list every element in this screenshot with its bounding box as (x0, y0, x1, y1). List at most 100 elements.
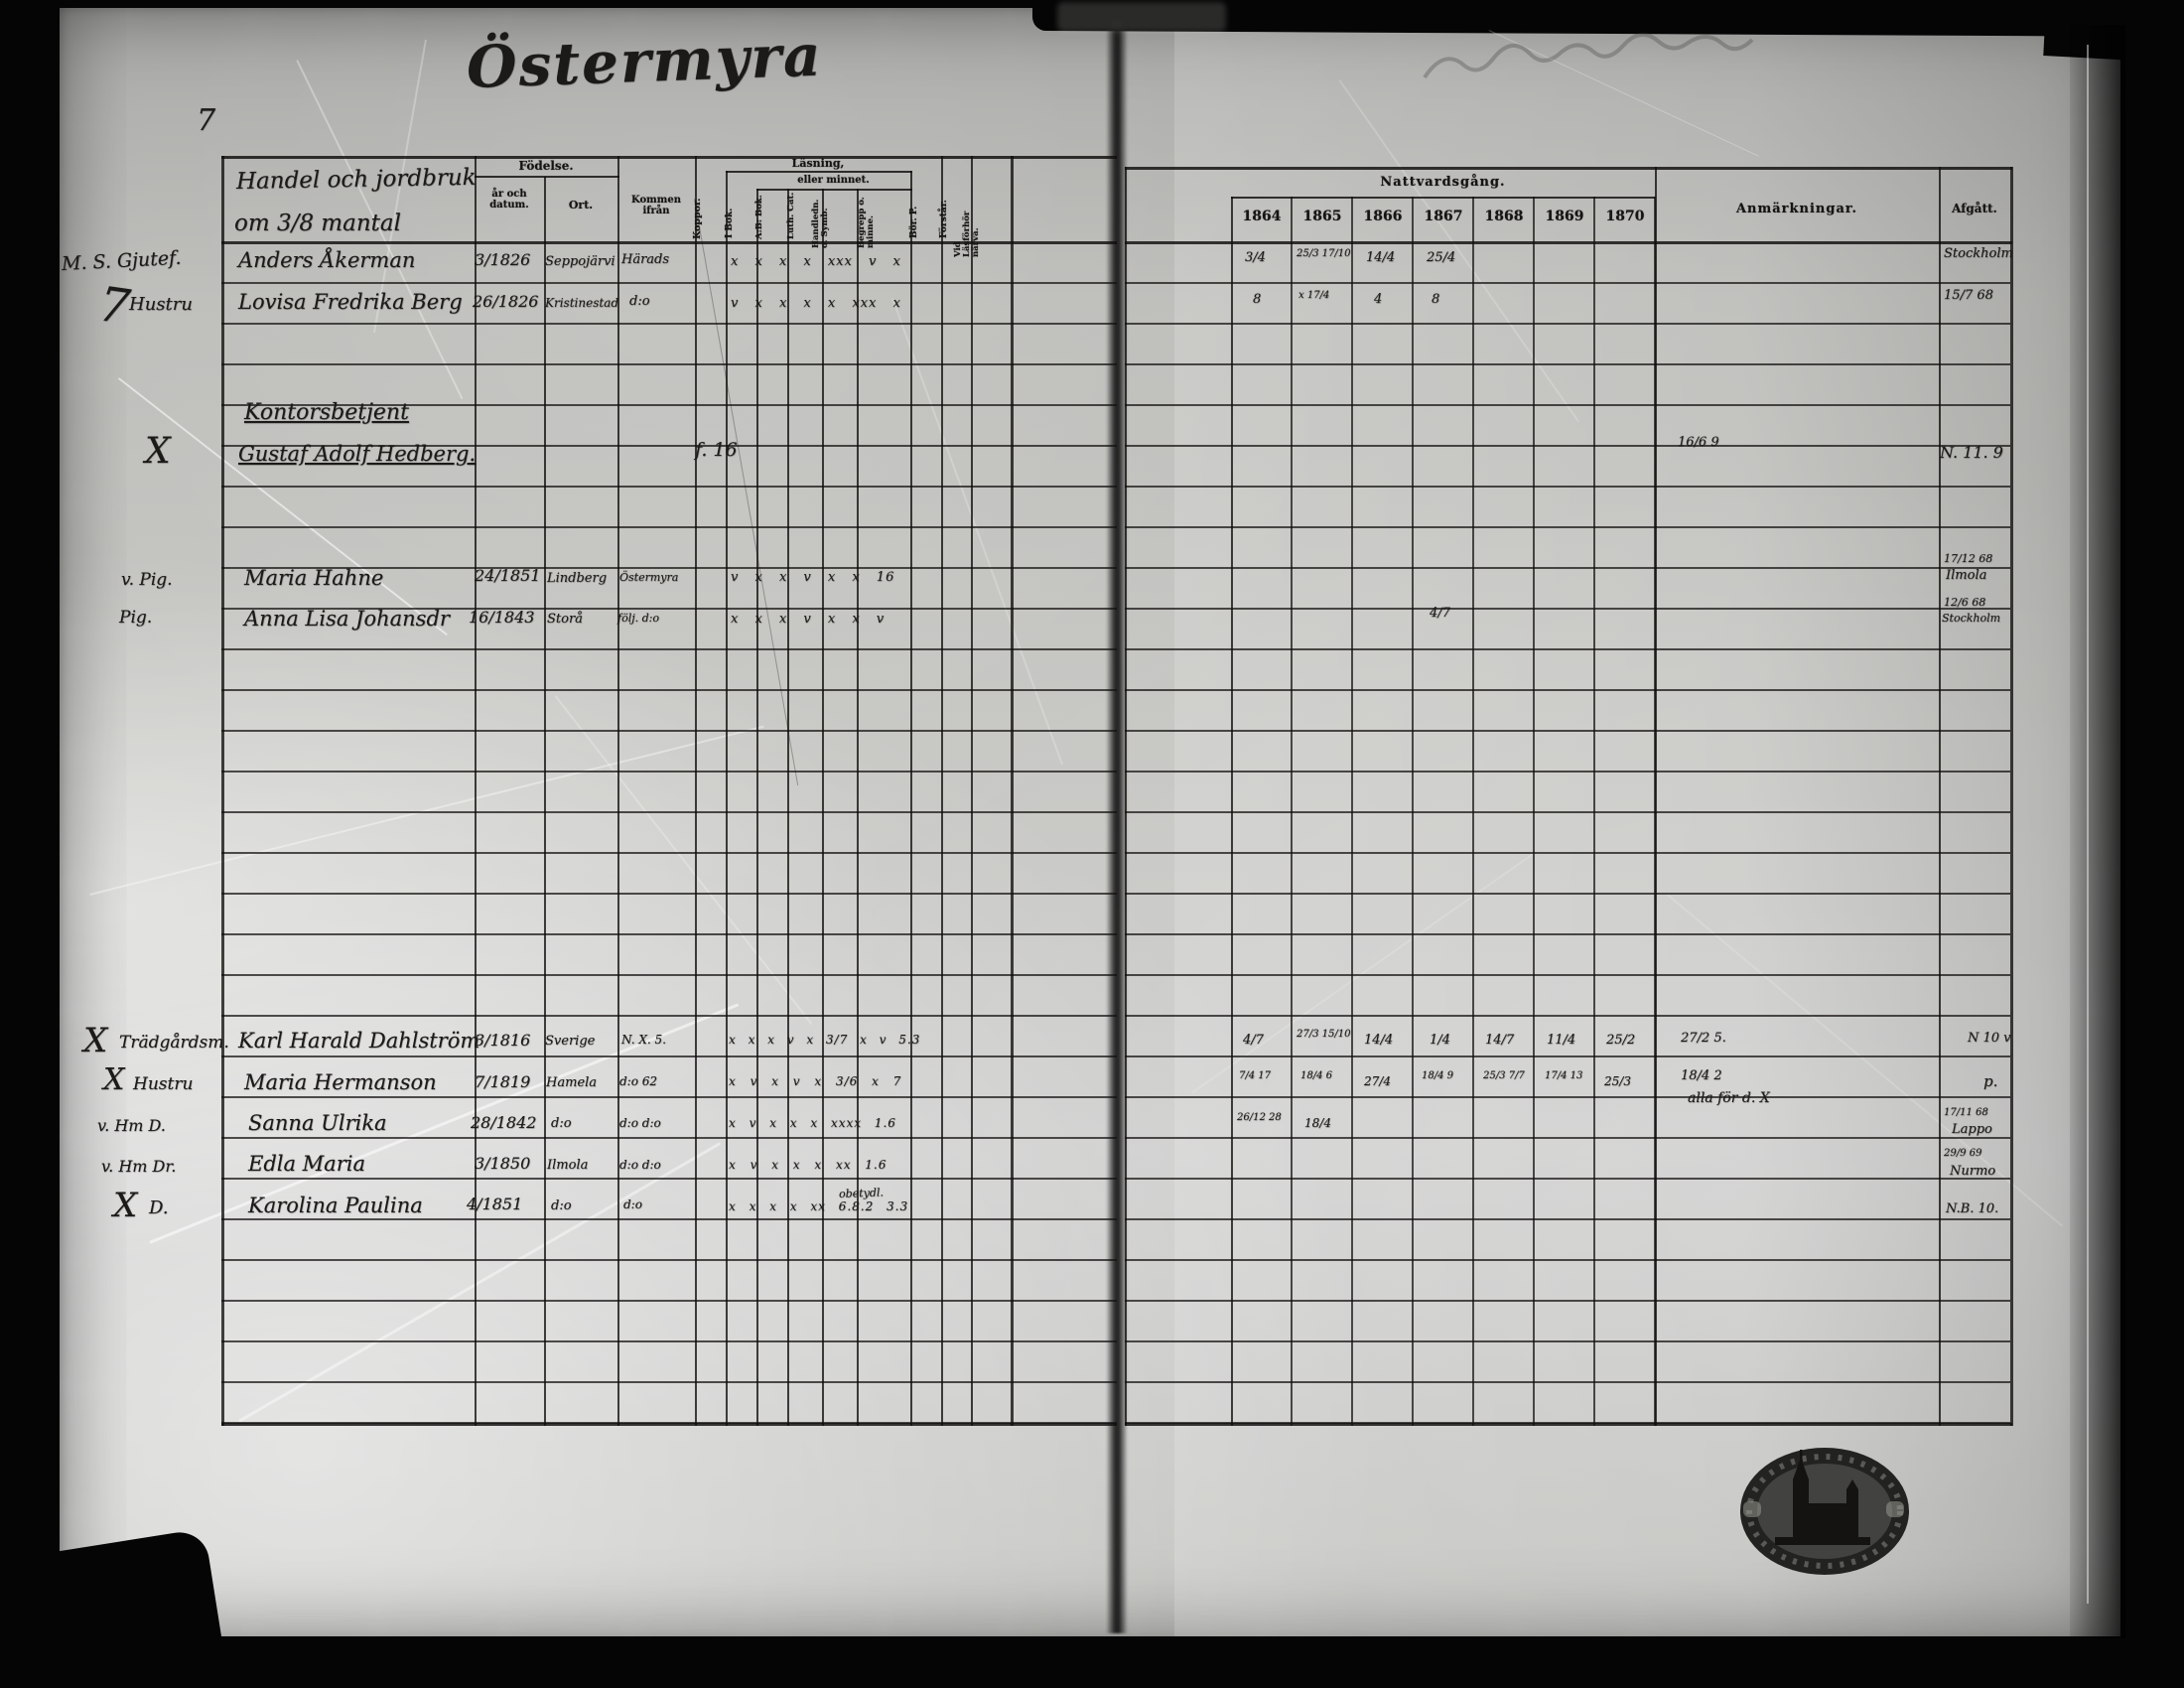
communion-mark: 25/2 (1606, 1033, 1636, 1048)
communion-mark: 25/3 17/10 (1297, 248, 1351, 259)
afgatt-date: 12/6 68 (1944, 596, 1986, 609)
rule-line (221, 241, 1117, 244)
header-forstar: Förstår. (939, 200, 949, 238)
year-label-1864: 1864 (1242, 209, 1282, 224)
header-borp: Bör. P. (909, 206, 919, 238)
entry-name: Karolina Paulina (248, 1194, 423, 1217)
reading-marks: x x x v x x v (731, 612, 886, 627)
communion-mark: 8 (1253, 292, 1262, 307)
entry-kommen: d:o 62 (619, 1074, 658, 1088)
communion-mark: 27/3 15/10 (1297, 1029, 1351, 1040)
afgatt-entry: N. 11. 9 (1940, 443, 2003, 462)
rule-line (1011, 156, 1014, 1426)
margin-note: v. Pig. (121, 570, 173, 590)
afgatt-date: 17/12 68 (1944, 552, 1993, 565)
entry-birth: 16/1843 (469, 608, 535, 627)
afgatt-entry: N 10 v (1968, 1031, 2011, 1046)
afgatt-place: Stockholm (1942, 612, 2001, 625)
header-anmarkningar: Anmärkningar. (1735, 202, 1858, 216)
reading-marks: v x x v x x 16 (731, 570, 895, 585)
communion-mark: 25/3 (1604, 1074, 1631, 1088)
page-number: 7 (197, 103, 216, 138)
header-afgatt: Afgått. (1952, 202, 1997, 215)
margin-note: v. Hm Dr. (101, 1157, 177, 1176)
margin-cross-mark: X (145, 431, 171, 472)
communion-mark: 4 (1374, 292, 1383, 307)
communion-mark: 18/4 6 (1300, 1070, 1332, 1081)
margin-cross-mark: X (113, 1186, 138, 1225)
rule-line (756, 189, 758, 1426)
rule-line (1125, 167, 2012, 170)
entry-name: Edla Maria (248, 1152, 365, 1176)
reading-marks: x v x x x xx 1.6 (729, 1158, 887, 1172)
header-vidlasf: Vid Läsförhör närva. (953, 211, 981, 257)
entry-name: Sanna Ulrika (248, 1111, 387, 1135)
entry-note: f. 16 (695, 439, 738, 461)
entry-name: Maria Hahne (244, 566, 384, 590)
year-label-1865: 1865 (1302, 209, 1342, 224)
header-ibok: I Bok. (725, 208, 735, 238)
entry-kommen: d:o d:o (619, 1116, 661, 1130)
rule-line (617, 156, 619, 1426)
communion-mark: 4/7 (1430, 606, 1450, 621)
entry-birth: 3/1816 (475, 1031, 531, 1050)
entry-kommen: d:o d:o (619, 1158, 661, 1172)
communion-mark: 3/4 (1245, 250, 1266, 265)
communion-mark: x 17/4 (1298, 290, 1330, 301)
entry-birth: 4/1851 (467, 1195, 523, 1213)
entry-ort: Hamela (546, 1075, 598, 1090)
entry-birth: 28/1842 (471, 1113, 537, 1132)
margin-note: Trädgårdsm. (119, 1033, 229, 1053)
rule-line (787, 189, 789, 1426)
communion-mark: 8 (1432, 292, 1440, 307)
entry-ort: Sverige (545, 1034, 596, 1049)
margin-note: D. (149, 1197, 169, 1218)
reading-marks: x v x x x xxxx 1.6 (729, 1116, 896, 1130)
entry-kommen: följ. d:o (617, 612, 659, 625)
communion-mark: 4/7 (1243, 1033, 1264, 1048)
communion-mark: 27/4 (1364, 1074, 1391, 1088)
header-handledn: Handledn. o. Symb. (811, 199, 830, 248)
year-label-1869: 1869 (1545, 209, 1584, 224)
afgatt-entry: 15/7 68 (1944, 288, 1993, 303)
afgatt-place: Lappo (1952, 1122, 1992, 1137)
section-heading: Kontorsbetjent (244, 400, 409, 425)
margin-cross-mark: X (83, 1021, 108, 1060)
afgatt-date: 17/11 68 (1944, 1107, 1988, 1118)
row-rule-lines (221, 243, 1117, 1425)
rule-line (475, 156, 477, 1426)
margin-note: Pig. (119, 608, 153, 628)
scan-border-left (0, 0, 60, 1688)
rule-line (221, 156, 224, 1426)
rule-line (726, 171, 728, 1426)
afgatt-date: 29/9 69 (1944, 1148, 1982, 1159)
margin-note: v. Hm D. (97, 1116, 166, 1135)
page-title: Östermyra (465, 21, 824, 101)
communion-mark: 18/4 (1304, 1116, 1331, 1130)
entry-kommen: N. X. 5. (621, 1033, 666, 1047)
anmarkning-entry: alla för d. X (1688, 1090, 1770, 1106)
entry-ort: Kristinestad (545, 296, 619, 310)
rule-line (695, 156, 697, 1426)
entry-birth: 3/1850 (475, 1154, 531, 1173)
margin-note: Hustru (129, 294, 193, 315)
rule-line (1939, 167, 1941, 1426)
rule-line (544, 177, 546, 1426)
reading-marks: v x x x x xxx x (731, 296, 901, 311)
communion-mark: 25/4 (1427, 250, 1456, 265)
year-column-lines (1232, 197, 1656, 1426)
rule-line (857, 189, 859, 1426)
margin-note: Hustru (133, 1074, 194, 1094)
entry-name: Lovisa Fredrika Berg (238, 290, 463, 314)
afgatt-entry: N.B. 10. (1946, 1201, 1999, 1216)
communion-mark: 25/3 7/7 (1483, 1070, 1525, 1081)
communion-mark: 17/4 13 (1545, 1070, 1583, 1081)
entry-name: Anna Lisa Johansdr (244, 607, 450, 631)
communion-mark: 14/7 (1485, 1033, 1515, 1048)
entry-kommen: Östermyra (619, 571, 679, 584)
entry-birth: 24/1851 (475, 566, 541, 585)
faint-scribble (1423, 33, 1754, 79)
year-label-1868: 1868 (1484, 209, 1524, 224)
communion-mark: 14/4 (1366, 250, 1396, 265)
reading-marks: x x x x xxx v x (731, 254, 901, 269)
